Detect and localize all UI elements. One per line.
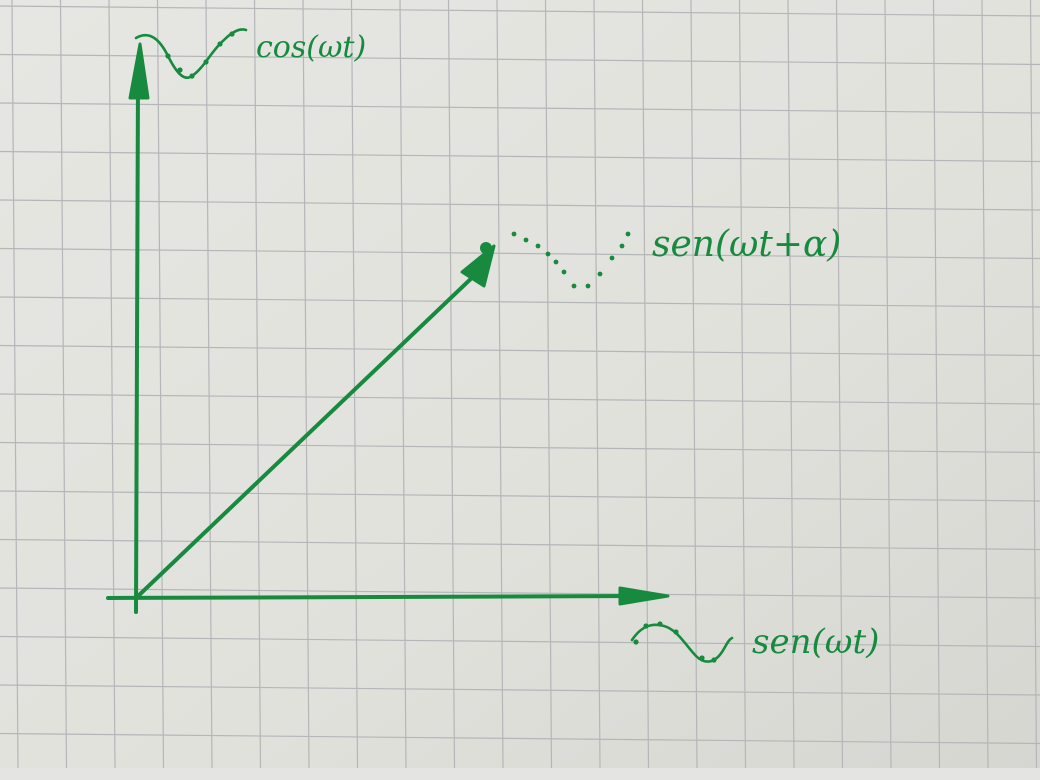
- wave-dot: [643, 623, 649, 629]
- wave-dot: [229, 31, 235, 37]
- wave-dot: [189, 73, 195, 79]
- y-axis-line: [134, 78, 140, 614]
- grid-line-vertical: [593, 0, 601, 768]
- wave-dot: [585, 283, 591, 289]
- grid-line-vertical: [544, 0, 553, 768]
- grid-line-vertical: [156, 0, 165, 768]
- grid-line-vertical: [205, 0, 213, 768]
- grid-line-horizontal: [0, 490, 1040, 502]
- grid-line-vertical: [253, 0, 262, 768]
- grid-line-vertical: [447, 0, 456, 768]
- wave-dot: [657, 621, 663, 627]
- wave-dot: [511, 231, 517, 237]
- wave-dot: [203, 59, 209, 65]
- grid-line-vertical: [641, 0, 650, 768]
- wave-dot: [535, 243, 541, 249]
- y-axis-label: cos(ωt): [256, 30, 367, 65]
- wave-dot: [177, 67, 183, 73]
- grid-line-vertical: [59, 0, 68, 768]
- grid-line-horizontal: [0, 296, 1040, 308]
- grid-line-horizontal: [0, 441, 1040, 454]
- vector-arrowhead: [460, 244, 496, 288]
- drawing: [106, 28, 734, 663]
- x-axis-label: sen(ωt): [752, 622, 880, 662]
- grid-line-vertical: [884, 0, 892, 768]
- grid-line-vertical: [1029, 0, 1038, 768]
- wave-dot: [571, 283, 577, 289]
- grid-line-horizontal: [0, 344, 1040, 357]
- wave-dot: [165, 53, 171, 59]
- grid-line-horizontal: [0, 684, 1040, 696]
- grid-line-horizontal: [0, 393, 1040, 405]
- grid-line-horizontal: [0, 199, 1040, 211]
- grid-line-vertical: [932, 0, 941, 768]
- grid-line-vertical: [11, 0, 19, 768]
- x-axis-line: [106, 594, 642, 600]
- dotted-wave: [165, 31, 717, 663]
- photo-bottom-strip: [0, 768, 1040, 780]
- wave-dot: [217, 41, 223, 47]
- wave-dot: [597, 271, 603, 277]
- grid-line-horizontal: [0, 635, 1040, 648]
- vector-tip-dot: [480, 242, 492, 254]
- grid-line-horizontal: [0, 102, 1040, 114]
- grid-line-horizontal: [0, 53, 1040, 66]
- vector-label: sen(ωt+α): [652, 224, 842, 265]
- wave-dot: [699, 655, 705, 661]
- grid-line-horizontal: [0, 247, 1040, 260]
- grid-line-vertical: [835, 0, 844, 768]
- x-axis-arrowhead: [618, 586, 670, 606]
- grid-line-horizontal: [0, 538, 1040, 551]
- sin-wave-sketch: [630, 623, 734, 663]
- grid-line-vertical: [787, 0, 795, 768]
- grid-line-vertical: [496, 0, 504, 768]
- grid-line-vertical: [738, 0, 747, 768]
- grid-line-horizontal: [0, 732, 1040, 745]
- wave-dot: [561, 269, 567, 275]
- wave-dot: [619, 243, 625, 249]
- y-axis-arrowhead: [128, 42, 150, 100]
- wave-dot: [633, 639, 639, 645]
- vector-line: [134, 270, 480, 600]
- wave-dot: [673, 629, 679, 635]
- wave-dot: [609, 255, 615, 261]
- grid-line-vertical: [981, 0, 989, 768]
- wave-dot: [545, 251, 551, 257]
- grid-line-horizontal: [0, 587, 1040, 599]
- wave-dot: [523, 237, 529, 243]
- grid-line-vertical: [690, 0, 698, 768]
- grid-line-vertical: [108, 0, 116, 768]
- grid-line-horizontal: [0, 150, 1040, 163]
- wave-dot: [553, 259, 559, 265]
- wave-dot: [625, 231, 631, 237]
- wave-dot: [711, 657, 717, 663]
- grid-line-horizontal: [0, 5, 1040, 17]
